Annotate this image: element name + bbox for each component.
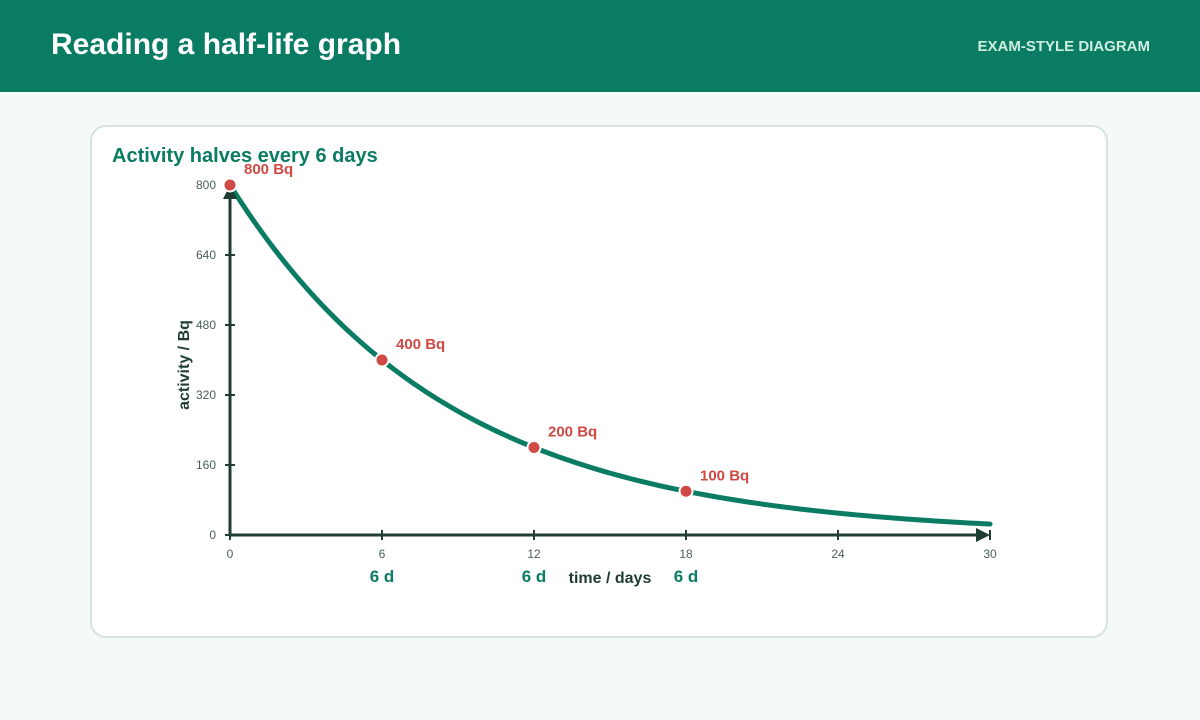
header-bar: Reading a half-life graph EXAM-STYLE DIA… — [0, 0, 1200, 92]
data-point — [526, 440, 542, 455]
y-axis-label: activity / Bq — [176, 320, 193, 410]
y-tick-label: 160 — [196, 458, 216, 472]
data-point — [222, 177, 238, 193]
data-point-label: 200 Bq — [548, 424, 597, 441]
x-axis-arrow-icon — [976, 528, 990, 542]
data-point-label: 800 Bq — [244, 161, 293, 178]
page-title: Reading a half-life graph — [51, 28, 402, 61]
data-point — [374, 352, 390, 368]
y-tick-label: 640 — [196, 248, 216, 262]
data-point-label: 400 Bq — [396, 336, 445, 353]
x-tick-label: 30 — [983, 547, 997, 561]
chart-card: Activity halves every 6 days — [90, 125, 1108, 638]
x-axis-label: time / days — [569, 570, 652, 587]
y-tick-label: 480 — [196, 318, 216, 332]
y-tick-label: 800 — [196, 178, 216, 192]
y-tick-label: 320 — [196, 388, 216, 402]
x-tick-label: 12 — [527, 547, 541, 561]
half-life-interval-label: 6 d — [522, 567, 547, 586]
chart-title: Activity halves every 6 days — [112, 145, 378, 167]
header-tag: EXAM-STYLE DIAGRAM — [977, 38, 1151, 55]
x-tick-label: 18 — [679, 547, 693, 561]
data-point — [678, 483, 694, 499]
y-tick-label: 0 — [209, 528, 216, 542]
x-tick-label: 24 — [831, 547, 845, 561]
x-tick-label: 6 — [379, 547, 386, 561]
data-point-label: 100 Bq — [700, 467, 749, 484]
half-life-interval-label: 6 d — [674, 567, 699, 586]
x-tick-label: 0 — [227, 547, 234, 561]
decay-curve — [227, 182, 993, 527]
half-life-interval-label: 6 d — [370, 567, 395, 586]
